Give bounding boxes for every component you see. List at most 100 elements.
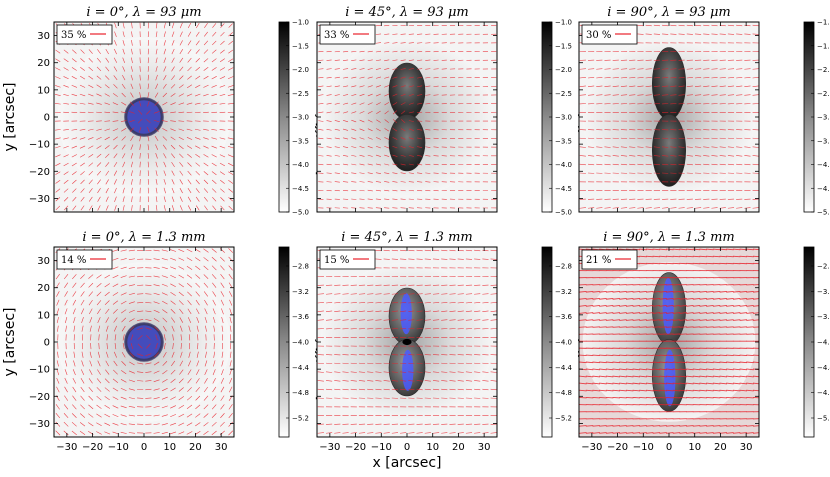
colorbar-tick-label: −5.0 xyxy=(292,209,309,217)
vector xyxy=(153,309,160,313)
vector xyxy=(137,371,144,373)
colorbar-tick-label: −4.8 xyxy=(555,389,572,397)
vector xyxy=(153,423,160,426)
vector xyxy=(408,380,415,382)
vector xyxy=(326,120,332,122)
vector xyxy=(163,179,167,185)
y-tick-label: 30 xyxy=(37,256,50,267)
vector xyxy=(416,310,423,312)
vector xyxy=(392,59,398,62)
vector xyxy=(596,207,603,209)
legend-label: 33 % xyxy=(324,30,349,41)
vector xyxy=(739,375,748,378)
vector xyxy=(719,368,728,371)
vector xyxy=(408,93,414,97)
vector xyxy=(367,85,373,88)
vector xyxy=(170,128,176,132)
vector xyxy=(172,334,174,341)
vector xyxy=(457,301,464,304)
vector xyxy=(408,59,414,61)
vector xyxy=(342,371,349,373)
vector xyxy=(128,414,136,417)
vector xyxy=(666,375,674,378)
vector xyxy=(97,369,101,375)
vector xyxy=(342,301,349,304)
vector xyxy=(678,85,685,87)
vector xyxy=(153,405,160,408)
vector xyxy=(64,282,69,288)
vector xyxy=(400,198,406,200)
vector xyxy=(587,94,595,96)
vector xyxy=(155,343,158,350)
vector xyxy=(187,57,192,63)
vector xyxy=(678,94,685,96)
vector xyxy=(203,128,209,131)
vector xyxy=(211,256,217,262)
vector xyxy=(186,137,193,140)
vector xyxy=(112,431,119,435)
vector xyxy=(482,301,489,304)
vector xyxy=(408,319,415,321)
vector xyxy=(228,67,234,71)
vector xyxy=(56,360,59,367)
colorbar-tick-label: −5.2 xyxy=(292,415,309,423)
y-tick-label: −30 xyxy=(29,194,50,205)
vector xyxy=(55,145,61,149)
vector xyxy=(211,171,217,176)
vector xyxy=(645,291,654,293)
plot-area xyxy=(579,22,759,212)
panel-title: i = 45°, λ = 93 μm xyxy=(345,5,468,20)
vector xyxy=(408,181,414,183)
upper-lobe xyxy=(651,47,687,120)
vector xyxy=(203,248,209,253)
vector xyxy=(203,386,209,393)
x-axis-label: x [arcsec] xyxy=(373,455,442,471)
vector xyxy=(367,110,373,114)
vector xyxy=(432,380,440,382)
vector xyxy=(666,432,674,434)
vector xyxy=(605,297,614,300)
vector xyxy=(652,375,661,378)
vector xyxy=(732,354,741,357)
vector xyxy=(375,198,382,200)
vector xyxy=(63,137,69,140)
vector xyxy=(692,319,701,321)
vector xyxy=(579,297,587,300)
vector xyxy=(639,319,647,321)
vector xyxy=(592,319,600,321)
vector xyxy=(408,111,414,114)
vector xyxy=(752,163,759,166)
vector xyxy=(89,351,92,358)
vector xyxy=(104,422,111,426)
vector xyxy=(367,432,374,434)
vector xyxy=(736,163,743,166)
vector xyxy=(63,430,69,436)
vector xyxy=(672,326,681,328)
vector xyxy=(620,85,628,87)
vector xyxy=(670,155,677,157)
vector xyxy=(367,362,374,365)
vector xyxy=(178,102,185,105)
vector xyxy=(162,370,168,375)
vector xyxy=(391,371,399,373)
vector xyxy=(465,388,473,391)
vector xyxy=(114,196,117,203)
vector xyxy=(400,163,406,166)
vector xyxy=(350,362,357,365)
vector xyxy=(227,137,234,140)
vector xyxy=(662,24,669,27)
vector xyxy=(318,172,324,174)
vector xyxy=(599,305,607,307)
vector xyxy=(129,318,135,322)
vector xyxy=(711,146,718,148)
vector xyxy=(350,432,357,434)
vector xyxy=(679,319,687,321)
vector xyxy=(351,154,357,157)
colorbar-tick-label: −2.5 xyxy=(817,90,830,98)
vector xyxy=(637,163,644,166)
vector xyxy=(408,198,414,200)
vector xyxy=(632,354,641,357)
vector xyxy=(585,425,594,427)
vector xyxy=(334,102,340,105)
vector xyxy=(342,76,349,79)
